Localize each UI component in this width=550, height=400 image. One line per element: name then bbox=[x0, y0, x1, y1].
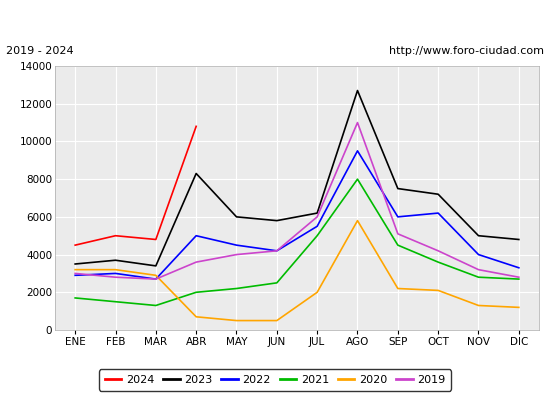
Text: Evolucion Nº Turistas Extranjeros en el municipio de Gandia: Evolucion Nº Turistas Extranjeros en el … bbox=[41, 11, 509, 25]
Text: SEP: SEP bbox=[388, 337, 408, 347]
Text: JUL: JUL bbox=[309, 337, 325, 347]
Text: MAY: MAY bbox=[226, 337, 248, 347]
Text: MAR: MAR bbox=[144, 337, 167, 347]
Text: 2019 - 2024: 2019 - 2024 bbox=[6, 46, 73, 56]
Text: AGO: AGO bbox=[346, 337, 369, 347]
Text: OCT: OCT bbox=[427, 337, 449, 347]
Text: http://www.foro-ciudad.com: http://www.foro-ciudad.com bbox=[389, 46, 544, 56]
Text: ABR: ABR bbox=[185, 337, 207, 347]
Legend: 2024, 2023, 2022, 2021, 2020, 2019: 2024, 2023, 2022, 2021, 2020, 2019 bbox=[99, 370, 451, 390]
Text: ENE: ENE bbox=[65, 337, 86, 347]
Text: DIC: DIC bbox=[510, 337, 528, 347]
Text: FEB: FEB bbox=[106, 337, 125, 347]
Text: NOV: NOV bbox=[467, 337, 490, 347]
Text: JUN: JUN bbox=[268, 337, 286, 347]
